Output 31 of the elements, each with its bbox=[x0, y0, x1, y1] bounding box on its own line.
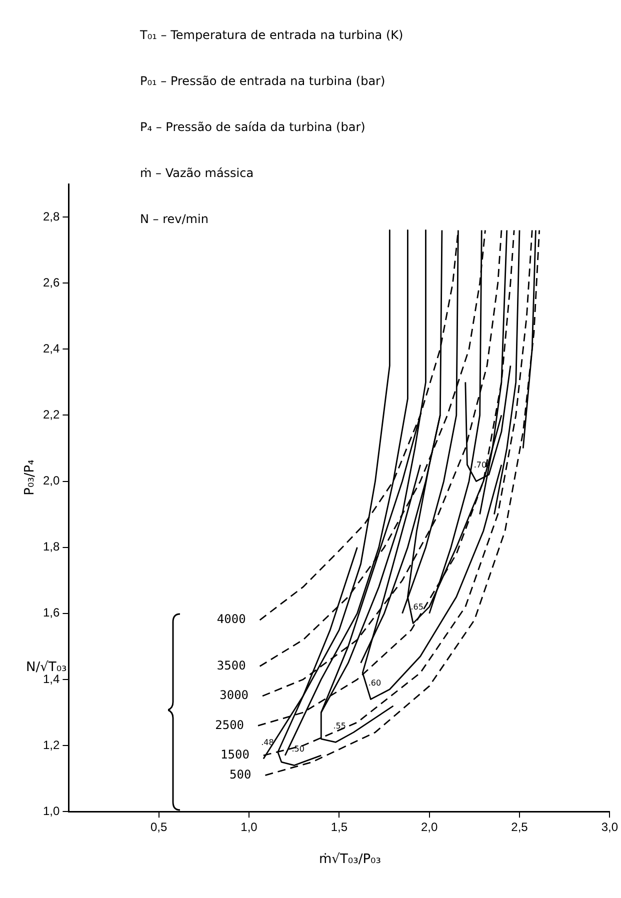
y-tick-label: 1,2 bbox=[42, 738, 60, 752]
y-tick-label: 2,2 bbox=[42, 408, 60, 422]
series-label: 1500 bbox=[220, 748, 250, 762]
annotation: .70 bbox=[474, 460, 487, 470]
series-label: 4000 bbox=[216, 612, 246, 626]
y-tick-label: 1,0 bbox=[42, 804, 60, 818]
y-axis-title: P₀₃/P₄ bbox=[22, 458, 38, 498]
x-tick-label: 1,0 bbox=[240, 820, 258, 834]
text: ṁ – Vazão mássica bbox=[140, 165, 255, 182]
series-label: 3500 bbox=[216, 658, 246, 672]
text: T₀₁ – Temperatura de entrada na turbina (K) bbox=[140, 27, 404, 44]
x-tick-label: 3,0 bbox=[601, 820, 618, 834]
x-tick-label: 2,0 bbox=[420, 820, 438, 834]
annotation: N – rev/min bbox=[140, 211, 210, 228]
series-label: 2500 bbox=[215, 718, 244, 732]
y-tick-label: 2,0 bbox=[42, 474, 60, 488]
y-tick-label: 2,4 bbox=[42, 341, 60, 356]
y-tick-label: 2,6 bbox=[42, 275, 60, 290]
x-tick-label: 1,5 bbox=[330, 820, 348, 834]
y-tick-label: 1,6 bbox=[42, 606, 60, 620]
x-tick-label: 2,5 bbox=[511, 820, 528, 834]
series-label: 500 bbox=[230, 767, 252, 782]
x-tick-label: 0,5 bbox=[150, 820, 168, 834]
series-label: 3000 bbox=[220, 688, 249, 702]
text: P₄ – Pressão de saída da turbina (bar) bbox=[140, 119, 366, 136]
annotation: .60 bbox=[368, 678, 382, 688]
text: P₀₁ – Pressão de entrada na turbina (bar) bbox=[140, 73, 386, 90]
y-tick-label: 2,8 bbox=[42, 209, 60, 224]
annotation: .65 bbox=[410, 602, 424, 612]
y-tick-label: 1,8 bbox=[42, 540, 60, 554]
x-axis-title: ṁ√T₀₃/P₀₃ bbox=[318, 852, 382, 867]
